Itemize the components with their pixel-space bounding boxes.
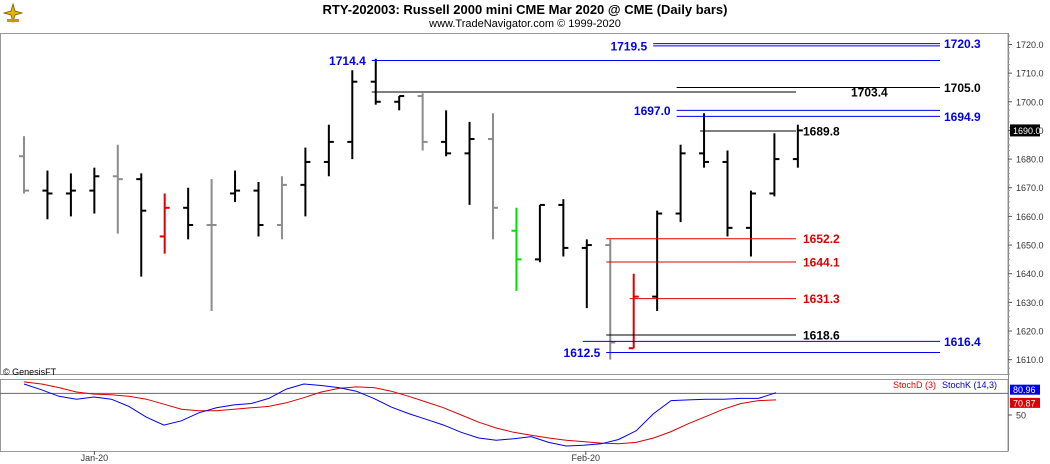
stoch-value-box: [1010, 397, 1040, 408]
last-price-label: 1690.0: [1013, 126, 1041, 136]
level-label: 1616.4: [944, 335, 981, 349]
level-label: 1719.5: [610, 39, 647, 53]
legend-stochk: StochK (14,3): [942, 380, 998, 390]
y-tick-label: 1700.0: [1016, 97, 1044, 107]
y-tick-label: 1610.0: [1016, 355, 1044, 365]
x-tick-label: Feb-20: [572, 453, 601, 463]
level-label: 1697.0: [634, 104, 671, 118]
level-label: 1705.0: [944, 81, 981, 95]
tradenavigator-logo-icon: [2, 2, 24, 24]
chart-subtitle: www.TradeNavigator.com © 1999-2020: [429, 18, 621, 30]
y-tick-label: 1680.0: [1016, 155, 1044, 165]
level-label: 1689.8: [803, 125, 840, 139]
y-tick-label: 1630.0: [1016, 298, 1044, 308]
level-label: 1714.4: [329, 54, 366, 68]
x-tick-label: Jan-20: [81, 453, 109, 463]
stoch-value-label: 70.87: [1013, 398, 1036, 408]
y-tick-label: 1710.0: [1016, 69, 1044, 79]
oscillator-panel-frame: [0, 379, 1009, 452]
legend-stochd: StochD (3): [893, 380, 937, 390]
stoch-line-k: [23, 383, 777, 447]
level-label: 1694.9: [944, 110, 981, 124]
level-label: 1720.3: [944, 37, 981, 51]
chart-title: RTY-202003: Russell 2000 mini CME Mar 20…: [322, 2, 728, 17]
level-label: 1612.5: [564, 346, 601, 360]
stoch-line-d: [23, 381, 777, 445]
y-tick-label: 1660.0: [1016, 212, 1044, 222]
stoch-value-box: [1010, 384, 1040, 395]
level-label: 1631.3: [803, 292, 840, 306]
level-label: 1644.1: [803, 255, 840, 269]
y-tick-label: 1640.0: [1016, 269, 1044, 279]
osc-y-tick-label: 50: [1016, 411, 1026, 421]
data-credit: © GenesisFT: [3, 367, 57, 377]
stoch-value-label: 80.96: [1013, 385, 1036, 395]
level-label: 1703.4: [851, 86, 888, 100]
level-label: 1618.6: [803, 329, 840, 343]
y-tick-label: 1650.0: [1016, 241, 1044, 251]
last-price-box: [1010, 124, 1040, 137]
y-tick-label: 1670.0: [1016, 183, 1044, 193]
y-tick-label: 1720.0: [1016, 40, 1044, 50]
level-label: 1652.2: [803, 232, 840, 246]
y-tick-label: 1620.0: [1016, 327, 1044, 337]
